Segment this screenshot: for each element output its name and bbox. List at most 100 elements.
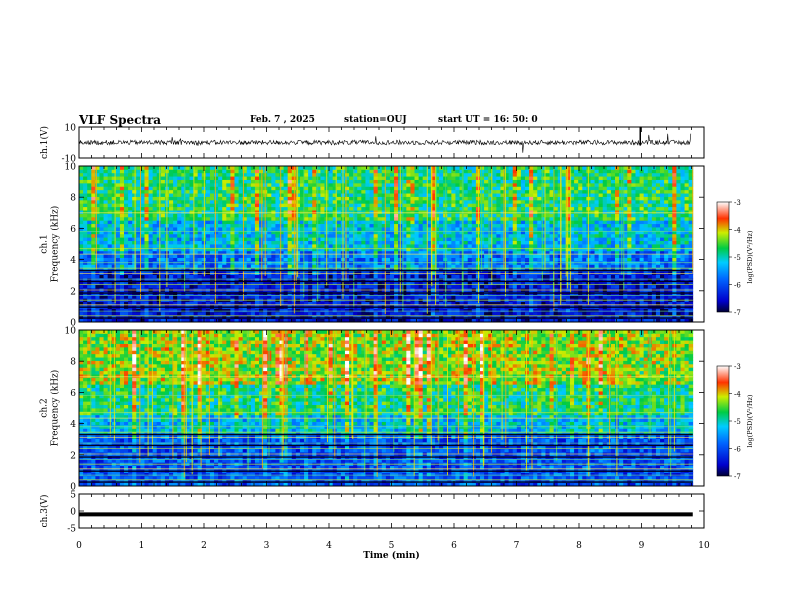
spectrogram-cell (418, 223, 424, 228)
spectrogram-cell (361, 284, 366, 289)
spectrogram-cell (504, 308, 510, 313)
spectrogram-cell (447, 281, 452, 286)
spectrogram-cell (361, 318, 366, 323)
spectrogram-cell (680, 230, 685, 235)
spectrogram-cell (594, 267, 600, 272)
spectrogram-cell (238, 311, 244, 316)
spectrogram-cell (496, 257, 501, 262)
spectrogram-cell (185, 294, 190, 299)
spectrogram-cell (209, 271, 215, 275)
spectrogram-cell (115, 247, 121, 252)
spectrogram-cell (578, 301, 583, 306)
spectrogram-cell (160, 294, 166, 299)
spectrogram-cell (512, 267, 518, 272)
spectrogram-cell (238, 244, 244, 248)
spectrogram-cell (508, 301, 514, 306)
spectrogram-cell (128, 257, 133, 262)
spectrogram-cell (381, 210, 387, 214)
spectrogram-cell (287, 230, 293, 235)
spectrogram-cell (414, 277, 420, 282)
spectrogram-cell (451, 213, 456, 218)
spectrogram-cell (606, 318, 612, 323)
spectrogram-cell (267, 213, 272, 218)
spectrogram-cell (541, 274, 546, 279)
spectrogram-cell (87, 250, 92, 255)
spectrogram-cell (95, 267, 100, 272)
spectrogram-cell (238, 281, 244, 286)
spectrogram-cell (606, 267, 612, 272)
spectrogram-cell (520, 311, 526, 316)
spectrogram-cell (226, 284, 231, 289)
spectrogram-cell (336, 210, 342, 214)
spectrogram-cell (484, 210, 489, 214)
spectrogram-cell (349, 230, 354, 235)
spectrogram-cell (655, 247, 661, 252)
spectrogram-cell (230, 223, 235, 228)
spectrogram-cell (140, 271, 145, 275)
spectrogram-cell (357, 220, 362, 225)
spectrogram-cell (226, 264, 231, 269)
spectrogram-cell (615, 230, 620, 235)
spectrogram-cell (582, 257, 587, 262)
spectrogram-cell (488, 274, 493, 279)
spectrogram-cell (496, 254, 501, 258)
spectrogram-cell (185, 274, 190, 279)
spectrogram-cell (676, 315, 681, 320)
spectrogram-cell (602, 237, 608, 242)
spectrogram-cell (160, 277, 166, 282)
spectrogram-cell (144, 264, 149, 269)
spectrogram-cell (283, 250, 289, 255)
spectrogram-cell (447, 247, 452, 252)
spectrogram-cell (238, 274, 244, 279)
spectrogram-cell (160, 284, 166, 289)
spectrogram-cell (594, 230, 600, 235)
spectrogram-cell (651, 284, 657, 289)
spectrogram-cell (512, 284, 518, 289)
spectrogram-cell (639, 244, 645, 248)
spectrogram-cell (369, 318, 374, 323)
spectrogram-cell (87, 311, 92, 316)
spectrogram-cell (484, 318, 489, 323)
spectrogram-cell (545, 250, 550, 255)
spectrogram-cell (520, 284, 526, 289)
spectrogram-cell (87, 227, 92, 231)
spectrogram-cell (643, 308, 649, 313)
spectrogram-cell (79, 308, 84, 313)
spectrogram-cell (610, 264, 616, 269)
spectrogram-cell (381, 277, 387, 282)
spectrogram-cell (209, 240, 215, 245)
spectrogram-cell (160, 311, 166, 316)
spectrogram-cell (259, 247, 264, 252)
spectrogram-cell (684, 308, 690, 313)
spectrogram-cell (688, 237, 694, 242)
spectrogram-cell (643, 274, 649, 279)
spectrogram-cell (140, 264, 145, 269)
spectrogram-cell (312, 216, 317, 221)
spectrogram-cell (275, 277, 280, 282)
spectrogram-cell (193, 220, 199, 225)
spectrogram-cell (524, 250, 530, 255)
spectrogram-cell (553, 281, 559, 286)
spectrogram-cell (455, 318, 460, 323)
spectrogram-cell (561, 257, 567, 262)
spectrogram-cell (124, 277, 129, 282)
spectrogram-cell (242, 216, 248, 221)
spectrogram-cell (533, 244, 538, 248)
spectrogram-cell (95, 257, 100, 262)
spectrogram-cell (361, 227, 366, 231)
spectrogram-cell (688, 223, 694, 228)
spectrogram-cell (439, 244, 444, 248)
spectrogram-cell (574, 274, 579, 279)
spectrogram-cell (148, 250, 154, 255)
spectrogram-cell (651, 281, 657, 286)
spectrogram-cell (410, 254, 415, 258)
spectrogram-cell (684, 271, 690, 275)
spectrogram-cell (651, 308, 657, 313)
spectrogram-cell (377, 301, 383, 306)
spectrogram-cell (471, 230, 477, 235)
spectrogram-cell (516, 254, 522, 258)
spectrogram-cell (83, 244, 88, 248)
spectrogram-cell (124, 210, 129, 214)
spectrogram-cell (316, 250, 321, 255)
spectrogram-cell (676, 271, 681, 275)
